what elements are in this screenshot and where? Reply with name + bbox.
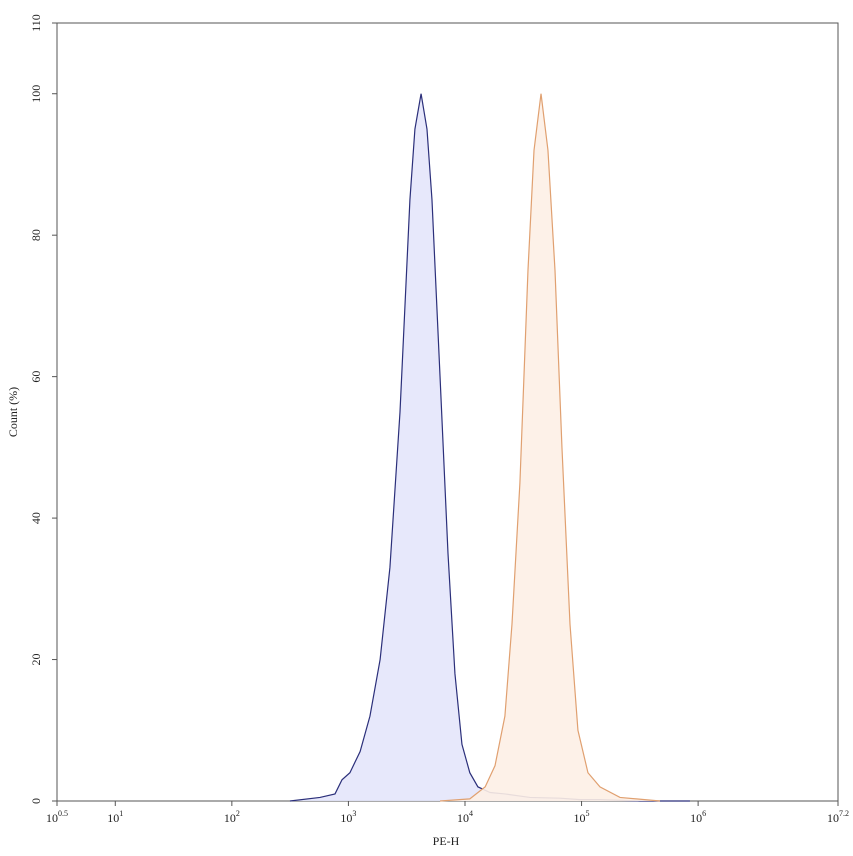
x-tick-base: 10 xyxy=(827,811,839,825)
x-tick-label: 106 xyxy=(690,809,706,825)
x-tick-exponent: 2 xyxy=(236,809,240,818)
x-tick-exponent: 3 xyxy=(352,809,356,818)
y-tick-label: 100 xyxy=(29,85,43,103)
x-tick-label: 107.2 xyxy=(827,809,849,825)
x-tick-base: 10 xyxy=(46,811,58,825)
x-tick-base: 10 xyxy=(107,811,119,825)
x-tick-base: 10 xyxy=(690,811,702,825)
x-tick-label: 105 xyxy=(574,809,590,825)
x-tick-exponent: 0.5 xyxy=(58,809,68,818)
histogram-area xyxy=(289,93,690,802)
x-tick-label: 102 xyxy=(224,809,240,825)
y-tick-label: 40 xyxy=(29,512,43,524)
y-tick-label: 80 xyxy=(29,229,43,241)
y-tick-label: 110 xyxy=(29,14,43,32)
histogram-area xyxy=(439,93,661,802)
y-axis-label: Count (%) xyxy=(6,387,20,437)
x-tick-base: 10 xyxy=(457,811,469,825)
x-tick-exponent: 5 xyxy=(586,809,590,818)
x-tick-label: 100.5 xyxy=(46,809,68,825)
x-tick-exponent: 6 xyxy=(702,809,706,818)
y-tick-label: 20 xyxy=(29,654,43,666)
x-tick-exponent: 7.2 xyxy=(839,809,849,818)
y-tick-label: 0 xyxy=(29,798,43,804)
x-tick-exponent: 4 xyxy=(469,809,473,818)
x-tick-base: 10 xyxy=(574,811,586,825)
x-tick-label: 101 xyxy=(107,809,123,825)
y-tick-label: 60 xyxy=(29,371,43,383)
x-tick-base: 10 xyxy=(340,811,352,825)
x-tick-base: 10 xyxy=(224,811,236,825)
x-tick-label: 104 xyxy=(457,809,473,825)
x-tick-label: 103 xyxy=(340,809,356,825)
x-axis-label: PE-H xyxy=(433,834,460,848)
x-tick-exponent: 1 xyxy=(119,809,123,818)
